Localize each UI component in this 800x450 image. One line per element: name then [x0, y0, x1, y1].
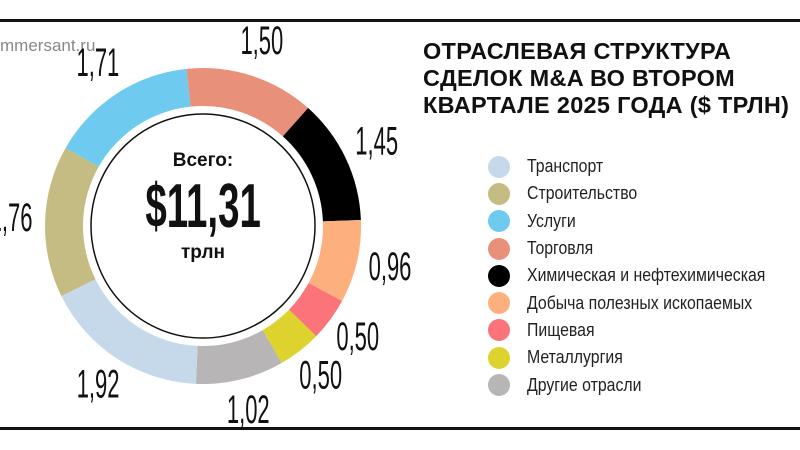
title-line: СДЕЛОК M&A ВО ВТОРОМ: [423, 65, 736, 91]
legend-item: Химическая и нефтехимическая: [488, 262, 798, 289]
data-label: 0,96: [369, 244, 412, 289]
legend-item: Другие отрасли: [488, 371, 798, 398]
donut-slice: [288, 282, 343, 337]
top-rule: [0, 19, 800, 22]
donut-slice: [195, 330, 282, 384]
donut-slice: [262, 309, 317, 364]
legend-label: Строительство: [527, 183, 638, 204]
legend-swatch: [488, 237, 510, 260]
donut-slice: [61, 279, 198, 384]
donut-slice: [65, 68, 191, 167]
title-line: КВАРТАЛЕ 2025 ГОДА ($ ТРЛН): [423, 92, 790, 118]
legend-swatch: [488, 182, 510, 205]
legend-item: Услуги: [488, 208, 798, 235]
legend-item: Транспорт: [488, 153, 798, 180]
donut-slice: [282, 108, 361, 222]
legend-item: Пищевая: [488, 317, 798, 344]
legend-label: Добыча полезных ископаемых: [527, 292, 753, 313]
legend-label: Другие отрасли: [527, 374, 642, 395]
data-label: 0,50: [336, 314, 379, 359]
legend-swatch: [488, 292, 510, 315]
data-label: 0,50: [299, 352, 342, 397]
data-label: 1,45: [355, 119, 398, 164]
bottom-rule: [0, 427, 800, 430]
legend-item: Строительство: [488, 180, 798, 207]
legend-swatch: [488, 374, 510, 397]
data-label: 1,02: [227, 387, 270, 432]
total-value: $11,31: [145, 172, 261, 241]
donut-slice: [308, 219, 362, 302]
legend-item: Добыча полезных ископаемых: [488, 289, 798, 316]
total-label: Всего:: [172, 150, 234, 171]
donut-center: Всего: $11,31 трлн: [103, 150, 303, 264]
donut-slice: [186, 67, 309, 137]
legend-swatch: [488, 155, 510, 178]
data-label: 1,92: [77, 361, 120, 406]
total-unit: трлн: [181, 242, 225, 263]
legend-label: Пищевая: [527, 319, 595, 340]
legend-label: Химическая и нефтехимическая: [527, 265, 766, 286]
data-label: 1,76: [0, 195, 32, 240]
legend-item: Металлургия: [488, 344, 798, 371]
legend-swatch: [488, 264, 510, 287]
legend-swatch: [488, 319, 510, 342]
data-label: 1,71: [76, 40, 119, 85]
source-watermark: mmersant.ru: [0, 36, 96, 55]
chart-title: ОТРАСЛЕВАЯ СТРУКТУРА СДЕЛОК M&A ВО ВТОРО…: [423, 38, 789, 119]
legend-label: Торговля: [527, 238, 594, 259]
inner-ring: [90, 113, 316, 339]
legend-item: Торговля: [488, 235, 798, 262]
donut-slice: [45, 147, 99, 297]
legend-swatch: [488, 346, 510, 369]
legend: Транспорт Строительство Услуги Торговля Хими…: [488, 153, 798, 399]
data-label: 1,50: [240, 18, 283, 63]
legend-label: Услуги: [527, 210, 576, 231]
legend-label: Металлургия: [527, 347, 623, 368]
title-line: ОТРАСЛЕВАЯ СТРУКТУРА: [423, 38, 732, 64]
legend-label: Транспорт: [527, 156, 604, 177]
legend-swatch: [488, 210, 510, 233]
